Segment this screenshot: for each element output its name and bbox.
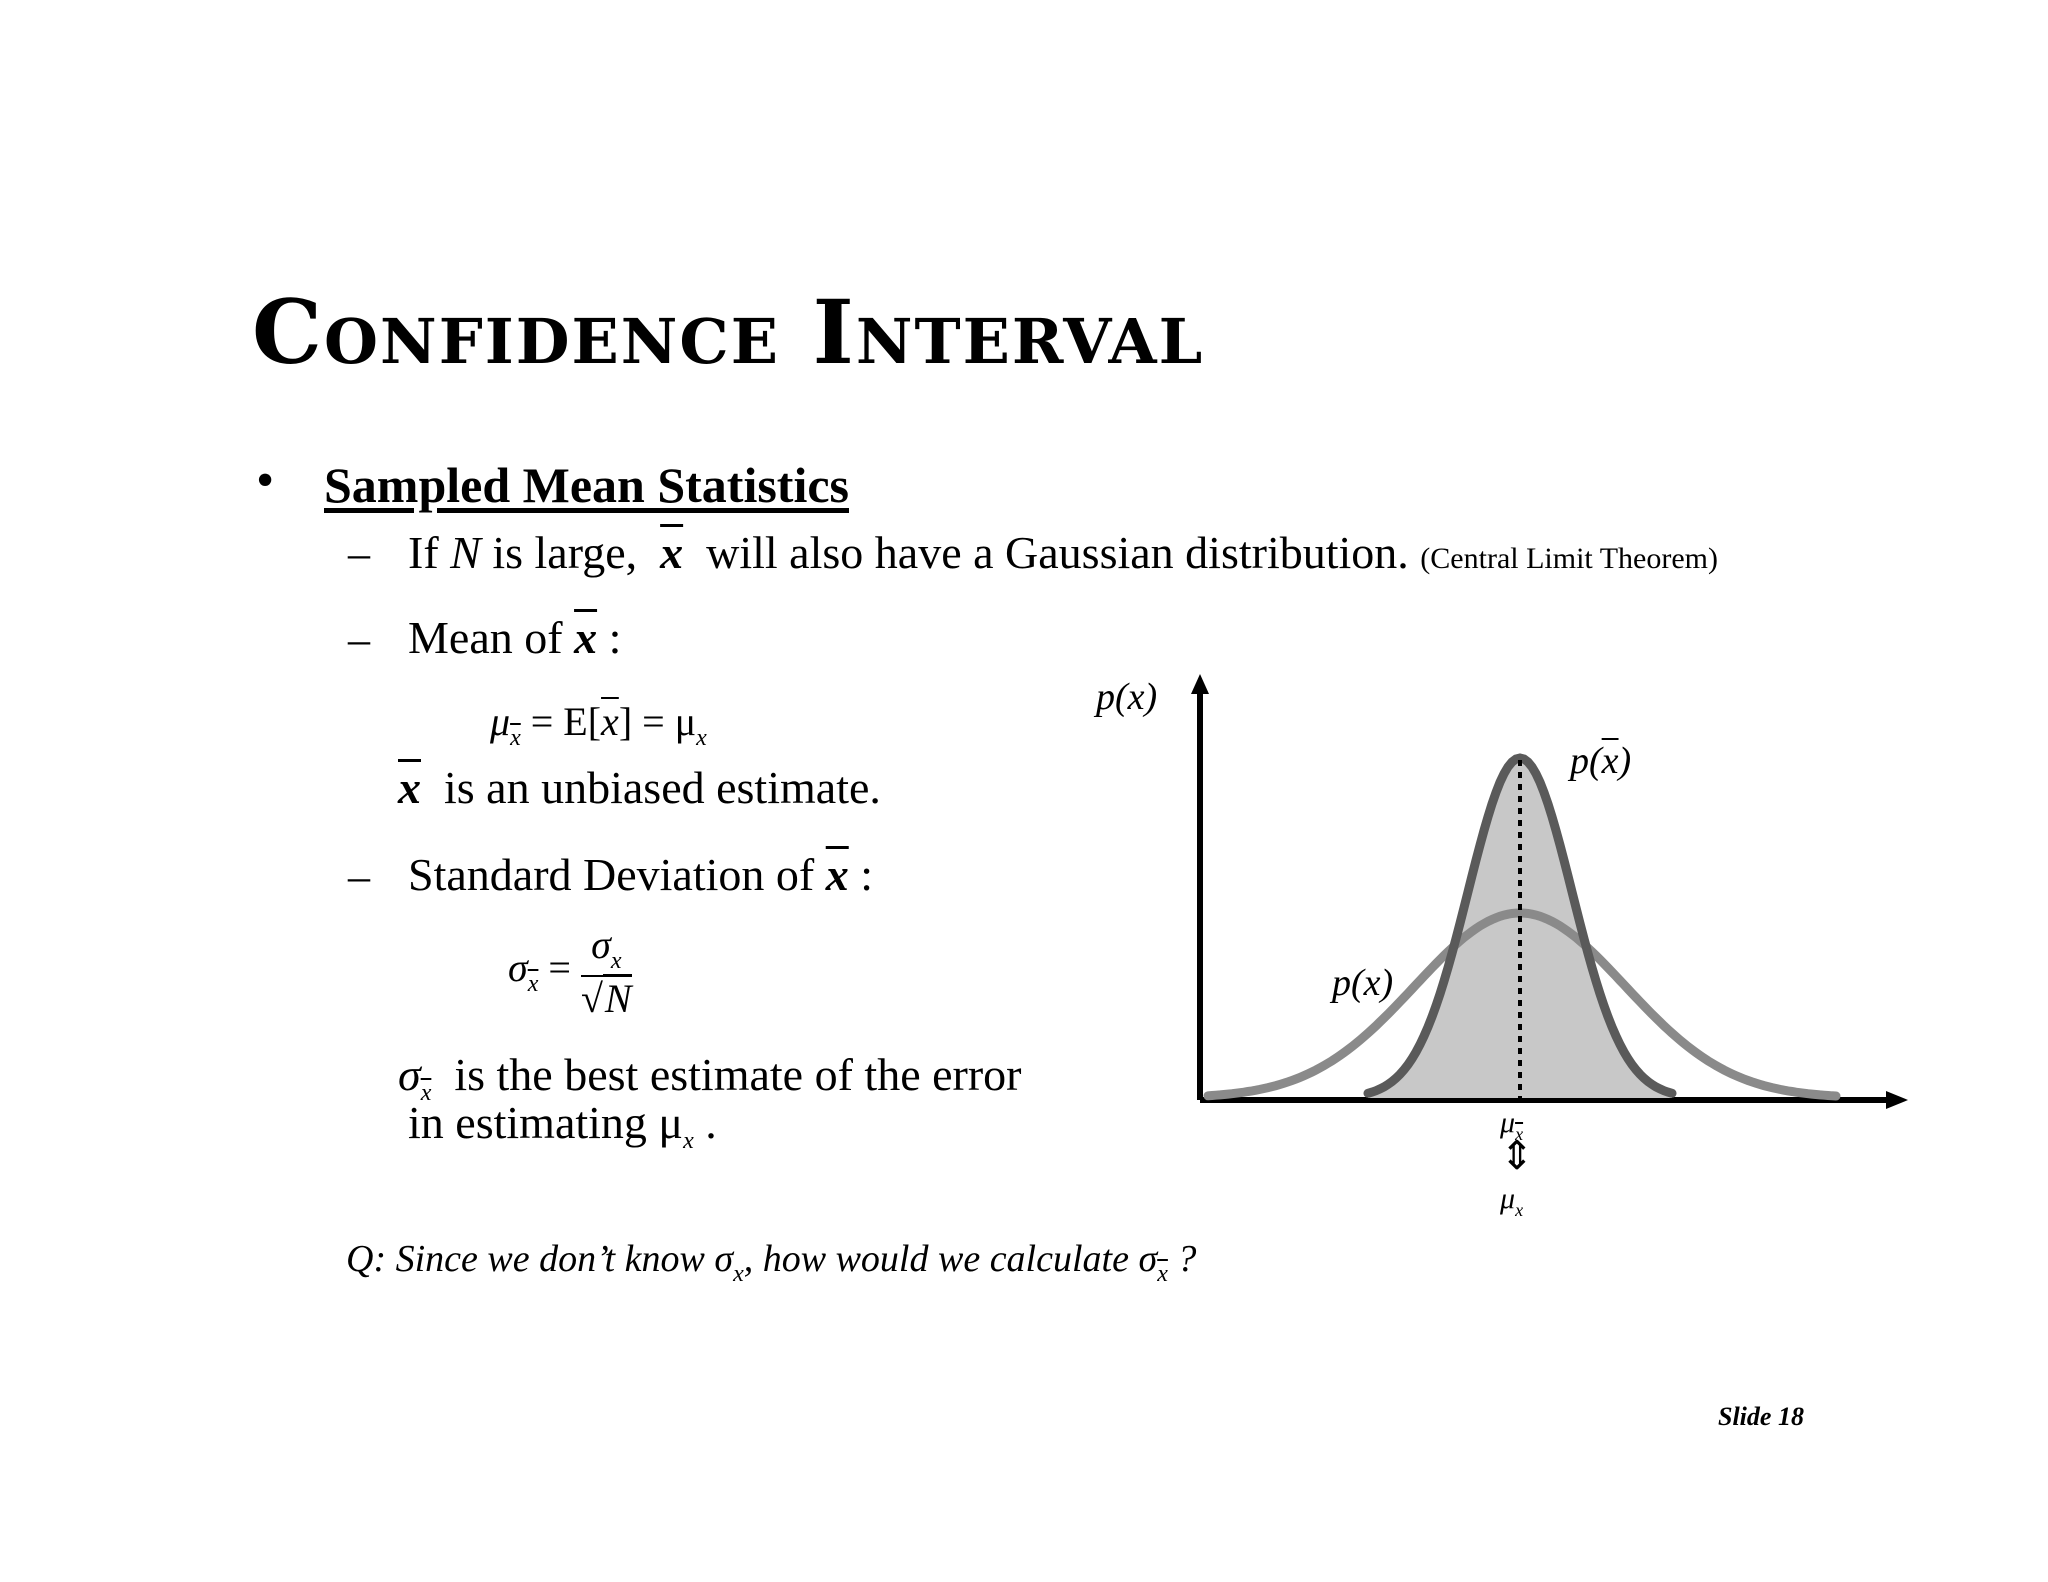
dash-marker-1: – — [348, 529, 370, 578]
std-eq-numerator: σx — [580, 922, 632, 977]
item-std: Standard Deviation of x : — [408, 852, 873, 898]
y-axis-label: p(x) — [1096, 676, 1158, 718]
dash-marker-2: – — [348, 615, 370, 664]
question: Q: Since we don’t know σx, how would we … — [346, 1240, 1196, 1286]
std-note-text1: is the best estimate of the error — [454, 1049, 1022, 1100]
item-clt-n: N — [450, 527, 481, 578]
std-note-text2-end: . — [705, 1097, 717, 1148]
mean-note: x is an unbiased estimate. — [398, 765, 881, 811]
std-den-n: N — [602, 974, 632, 1021]
item-clt-is-large: is large, — [492, 527, 638, 578]
std-note-sigma: σ — [398, 1049, 421, 1100]
slide-number: Slide 18 — [1718, 1402, 1804, 1431]
question-text1: Since we don’t know σ — [395, 1238, 734, 1280]
mean-eq-x: x — [601, 699, 619, 744]
std-equation: σx = σx √N — [508, 922, 632, 1021]
std-note-text2: in estimating μ — [408, 1097, 684, 1148]
item-mean-colon: : — [608, 612, 622, 663]
mean-eq-sub: x — [510, 725, 521, 751]
mu-top-sub: x — [1515, 1124, 1524, 1144]
mean-eq-sub2: x — [696, 725, 707, 751]
std-num-sub: x — [610, 948, 622, 974]
y-axis-arrowhead — [1191, 674, 1209, 694]
item-std-colon: : — [860, 849, 874, 900]
std-note-sub: x — [420, 1080, 432, 1106]
narrow-label-x: x — [1601, 740, 1619, 782]
mu-bottom-sub: x — [1515, 1200, 1524, 1220]
mu-bottom: μ — [1500, 1182, 1516, 1215]
item-std-xbar: x — [825, 849, 849, 900]
item-clt: If N is large, x will also have a Gaussi… — [408, 530, 1718, 576]
item-mean-label: Mean of — [408, 612, 563, 663]
std-note-line1: σx is the best estimate of the error — [398, 1049, 1022, 1106]
question-sub1: x — [733, 1261, 744, 1287]
bullet-marker: • — [256, 452, 275, 509]
slide-title: Confidence Interval — [252, 280, 1205, 384]
std-eq-denominator: √N — [580, 974, 632, 1021]
mu-xbar-label: μx — [1500, 1106, 1524, 1144]
wide-curve-label: p(x) — [1332, 962, 1394, 1004]
std-eq-equals: = — [548, 945, 571, 991]
question-text2: , how would we calculate σ — [743, 1238, 1158, 1280]
std-eq-sigma: σ — [508, 945, 528, 991]
std-note-text2-sub: x — [683, 1128, 694, 1154]
item-std-label: Standard Deviation of — [408, 849, 815, 900]
std-eq-sub: x — [527, 971, 539, 998]
std-eq-fraction: σx √N — [580, 922, 632, 1021]
item-clt-note: (Central Limit Theorem) — [1420, 542, 1718, 575]
wide-distribution-curve — [1203, 908, 1841, 1101]
mean-eq-mid: = E[ — [530, 699, 602, 744]
mean-equation: μx = E[x] = μx — [490, 699, 707, 751]
std-note-line2: in estimating μx . — [408, 1097, 717, 1154]
x-axis-arrowhead — [1886, 1091, 1908, 1109]
mu-top: μ — [1500, 1106, 1516, 1139]
mean-eq-end: ] = μ — [618, 699, 697, 744]
mean-eq-mu: μ — [490, 699, 511, 744]
question-sub2: x — [1157, 1261, 1168, 1287]
dash-marker-3: – — [348, 852, 370, 901]
std-den-root: √ — [580, 976, 603, 1021]
mean-note-x: x — [398, 762, 421, 813]
section-heading: Sampled Mean Statistics — [324, 457, 849, 513]
item-clt-rest: will also have a Gaussian distribution. — [706, 527, 1409, 578]
std-num-sigma: σ — [591, 922, 611, 967]
question-end: ? — [1177, 1238, 1197, 1280]
mu-x-label: μx — [1500, 1182, 1524, 1220]
narrow-label-end: ) — [1618, 740, 1632, 782]
narrow-curve-label: p(x) — [1570, 742, 1631, 780]
distribution-figure — [1191, 674, 1908, 1109]
item-clt-if: If — [408, 527, 439, 578]
item-clt-xbar: x — [660, 527, 684, 578]
question-q: Q: — [346, 1238, 387, 1280]
mean-note-text: is an unbiased estimate. — [444, 762, 881, 813]
item-mean-xbar: x — [574, 612, 598, 663]
narrow-distribution-curve — [1363, 753, 1677, 1098]
narrow-label-p: p( — [1570, 740, 1602, 782]
item-mean: Mean of x : — [408, 615, 621, 661]
double-arrow-icon: ⇕ — [1500, 1133, 1534, 1179]
